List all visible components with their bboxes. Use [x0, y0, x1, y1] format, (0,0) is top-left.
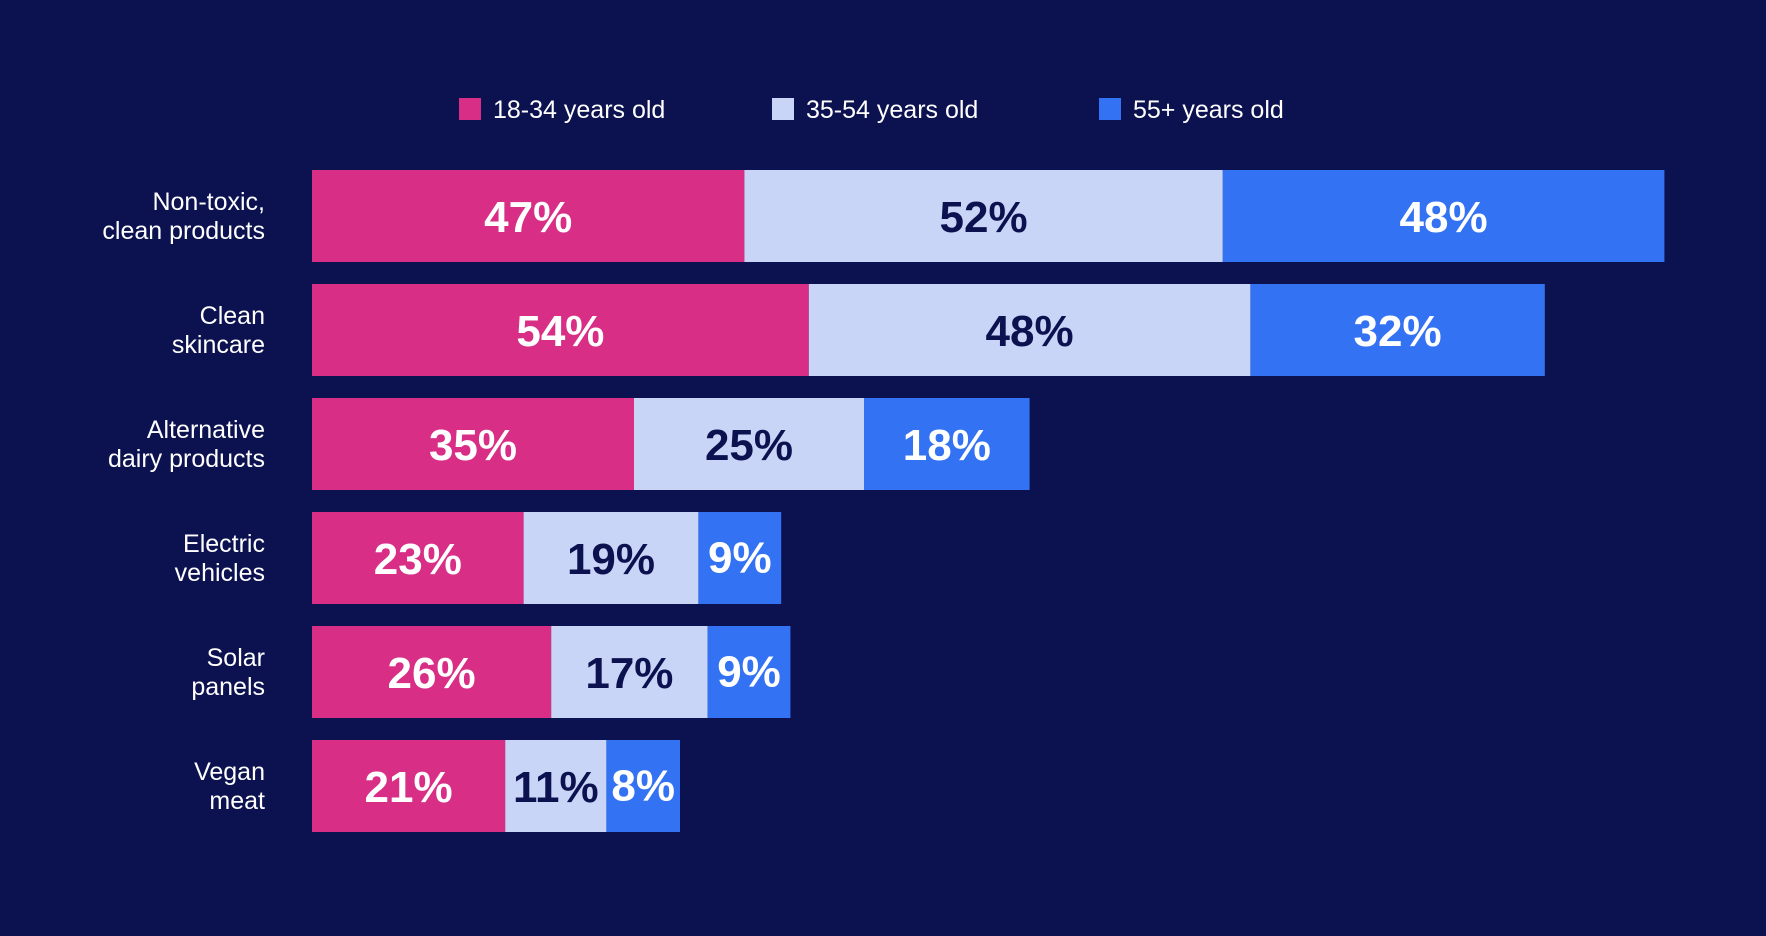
bar-non-toxic-clean-products-55-years-old [1222, 170, 1665, 262]
bar-vegan-meat-18-34-years-old [312, 740, 506, 832]
legend-label-18-34-years-old: 18-34 years old [493, 96, 665, 124]
data-label-solar-panels-18-34-years-old: 26% [388, 649, 476, 698]
category-label-line: skincare [172, 331, 265, 359]
data-label-clean-skincare-35-54-years-old: 48% [986, 307, 1074, 356]
legend-label-35-54-years-old: 35-54 years old [806, 96, 978, 124]
category-label-line: dairy products [108, 445, 265, 473]
category-label-solar-panels: Solar panels [191, 644, 265, 701]
bar-non-toxic-clean-products-18-34-years-old [312, 170, 745, 262]
data-label-non-toxic-clean-products-18-34-years-old: 47% [484, 193, 572, 242]
category-label-line: meat [209, 787, 265, 815]
category-label-non-toxic-clean-products: Non-toxic, clean products [102, 188, 265, 245]
data-label-clean-skincare-55-years-old: 32% [1354, 307, 1442, 356]
category-label-line: Non-toxic, [152, 188, 265, 216]
bars: 47% 52% 48% 54% 48% 32% 35% 25% 18% 23% 19% 9% 26% 17… [312, 170, 1665, 832]
legend-swatch-55-years-old [1099, 98, 1121, 120]
data-label-electric-vehicles-18-34-years-old: 23% [374, 535, 462, 584]
category-label-line: clean products [102, 217, 265, 245]
data-label-electric-vehicles-35-54-years-old: 19% [567, 535, 655, 584]
category-label-line: panels [191, 673, 265, 701]
bar-solar-panels-55-years-old [707, 626, 791, 718]
bar-electric-vehicles-35-54-years-old [523, 512, 699, 604]
legend: 18-34 years old 35-54 years old 55+ years … [459, 96, 1284, 124]
legend-swatch-35-54-years-old [772, 98, 794, 120]
category-label-line: Alternative [147, 416, 265, 444]
data-label-alternative-dairy-products-35-54-years-old: 25% [705, 421, 793, 470]
bar-alternative-dairy-products-18-34-years-old [312, 398, 634, 490]
data-label-alternative-dairy-products-55-years-old: 18% [903, 421, 991, 470]
data-label-non-toxic-clean-products-55-years-old: 48% [1400, 193, 1488, 242]
data-label-solar-panels-35-54-years-old: 17% [585, 649, 673, 698]
bar-solar-panels-35-54-years-old [551, 626, 708, 718]
data-label-electric-vehicles-55-years-old: 9% [708, 533, 772, 582]
category-labels: Non-toxic, clean products Clean skincare Alt… [102, 188, 265, 815]
category-label-line: Solar [207, 644, 265, 672]
bar-non-toxic-clean-products-35-54-years-old [744, 170, 1223, 262]
data-label-vegan-meat-55-years-old: 8% [611, 761, 675, 810]
legend-swatch-18-34-years-old [459, 98, 481, 120]
category-label-clean-skincare: Clean skincare [172, 302, 265, 359]
bar-clean-skincare-18-34-years-old [312, 284, 809, 376]
category-label-line: Vegan [194, 758, 265, 786]
bar-alternative-dairy-products-55-years-old [864, 398, 1030, 490]
bar-electric-vehicles-18-34-years-old [312, 512, 524, 604]
bar-alternative-dairy-products-35-54-years-old [634, 398, 864, 490]
bar-clean-skincare-35-54-years-old [808, 284, 1251, 376]
data-label-clean-skincare-18-34-years-old: 54% [516, 307, 604, 356]
category-label-vegan-meat: Vegan meat [194, 758, 265, 815]
category-label-line: vehicles [175, 559, 265, 587]
bar-vegan-meat-35-54-years-old [505, 740, 607, 832]
data-label-non-toxic-clean-products-35-54-years-old: 52% [940, 193, 1028, 242]
category-label-line: Clean [200, 302, 265, 330]
bar-vegan-meat-55-years-old [606, 740, 680, 832]
data-label-vegan-meat-18-34-years-old: 21% [365, 763, 453, 812]
bar-solar-panels-18-34-years-old [312, 626, 552, 718]
category-label-line: Electric [183, 530, 265, 558]
data-label-solar-panels-55-years-old: 9% [717, 647, 781, 696]
bar-electric-vehicles-55-years-old [698, 512, 782, 604]
category-label-electric-vehicles: Electric vehicles [175, 530, 265, 587]
legend-label-55-years-old: 55+ years old [1133, 96, 1284, 124]
bar-clean-skincare-55-years-old [1250, 284, 1545, 376]
data-label-alternative-dairy-products-18-34-years-old: 35% [429, 421, 517, 470]
data-label-vegan-meat-35-54-years-old: 11% [513, 763, 599, 812]
category-label-alternative-dairy-products: Alternative dairy products [108, 416, 265, 473]
